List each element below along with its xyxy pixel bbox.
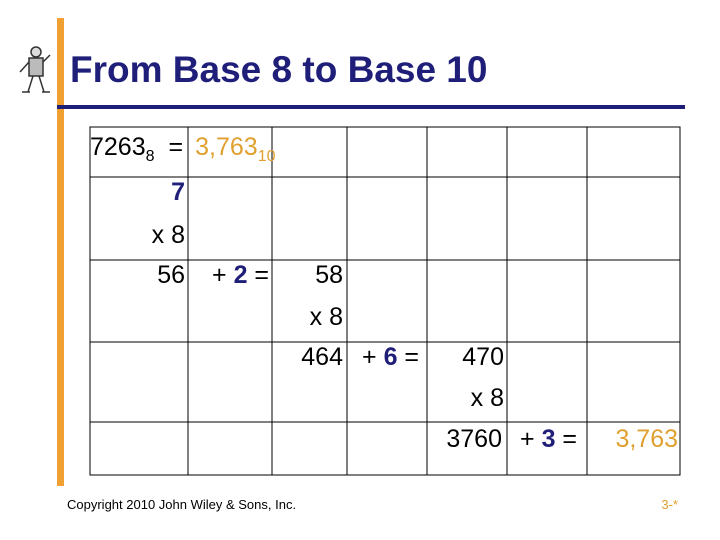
- multiplier: x 8: [152, 221, 185, 249]
- equation: 72638 = 3,76310: [90, 133, 276, 165]
- decimal-number: 3,763: [195, 133, 258, 161]
- copyright: Copyright 2010 John Wiley & Sons, Inc.: [67, 497, 296, 512]
- add-digit: + 3 =: [520, 425, 577, 453]
- equals: =: [169, 133, 184, 161]
- octal-base: 8: [146, 148, 155, 165]
- equals: =: [404, 343, 419, 371]
- equals: =: [254, 261, 269, 289]
- digit: 3: [542, 425, 556, 453]
- result: 470: [462, 343, 504, 371]
- equals: =: [562, 425, 577, 453]
- title-rule: [57, 105, 685, 109]
- plus: +: [212, 261, 227, 289]
- accent-bar: [57, 18, 64, 486]
- clipart-figure: [19, 46, 51, 93]
- slide-title: From Base 8 to Base 10: [70, 49, 487, 90]
- add-digit: + 2 =: [212, 261, 269, 289]
- digit: 6: [384, 343, 398, 371]
- octal-number: 7263: [90, 133, 146, 161]
- plus: +: [520, 425, 535, 453]
- product: 3760: [446, 425, 502, 453]
- table-grid: [89, 126, 681, 476]
- multiplier: x 8: [471, 384, 504, 412]
- product: 56: [157, 261, 185, 289]
- decimal-base: 10: [258, 148, 276, 165]
- product: 464: [301, 343, 343, 371]
- page-number: 3-*: [661, 497, 678, 512]
- start-digit: 7: [171, 178, 185, 206]
- final-result: 3,763: [615, 425, 678, 453]
- add-digit: + 6 =: [362, 343, 419, 371]
- plus: +: [362, 343, 377, 371]
- digit: 2: [234, 261, 248, 289]
- multiplier: x 8: [310, 303, 343, 331]
- result: 58: [315, 261, 343, 289]
